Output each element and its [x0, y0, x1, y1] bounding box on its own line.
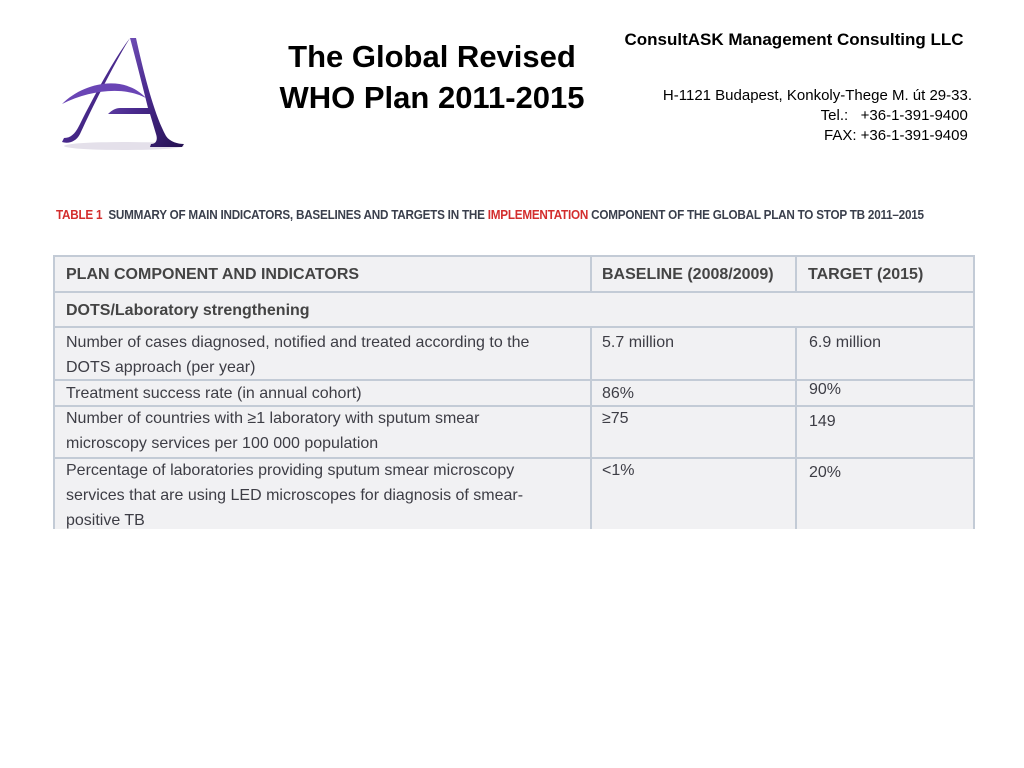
indicator-line: Percentage of laboratories providing spu…: [66, 462, 515, 479]
table-cell-baseline: 5.7 million: [602, 334, 675, 351]
table-caption-highlight: IMPLEMENTATION: [487, 208, 589, 222]
indicator-line: Number of cases diagnosed, notified and …: [66, 334, 530, 351]
table-cell-baseline: ≥75: [602, 410, 629, 427]
indicator-line: positive TB: [66, 512, 145, 529]
table-cell-target: 90%: [809, 381, 842, 398]
section-heading: DOTS/Laboratory strengthening: [66, 302, 310, 319]
company-name: ConsultASK Management Consulting LLC: [624, 30, 964, 49]
indicators-table: PLAN COMPONENT AND INDICATORS BASELINE (…: [53, 255, 975, 529]
title-line-2: WHO Plan 2011-2015: [279, 80, 585, 115]
indicator-line: microscopy services per 100 000 populati…: [66, 435, 379, 452]
table-cell-target: 20%: [809, 464, 842, 481]
table-caption-label: TABLE 1: [56, 208, 103, 222]
table-cell-target: 149: [809, 413, 836, 430]
table-row-indicator: Number of cases diagnosed, notified and …: [66, 330, 586, 380]
column-header-baseline: BASELINE (2008/2009): [602, 266, 774, 283]
company-logo: [62, 38, 184, 150]
indicator-line: Number of countries with ≥1 laboratory w…: [66, 410, 480, 427]
indicator-line: services that are using LED microscopes …: [66, 487, 524, 504]
table-row-indicator: Number of countries with ≥1 laboratory w…: [66, 406, 586, 456]
table-caption: TABLE 1 SUMMARY OF MAIN INDICATORS, BASE…: [56, 208, 924, 222]
column-header-indicator: PLAN COMPONENT AND INDICATORS: [66, 266, 360, 283]
indicator-line: DOTS approach (per year): [66, 359, 256, 376]
company-contact: H-1121 Budapest, Konkoly-Thege M. út 29-…: [612, 86, 972, 146]
table-caption-text-end: COMPONENT OF THE GLOBAL PLAN TO STOP TB …: [591, 208, 924, 222]
table-cell-baseline: 86%: [602, 385, 635, 402]
table-row-indicator: Treatment success rate (in annual cohort…: [66, 381, 586, 406]
company-tel: Tel.: +36-1-391-9400: [820, 107, 972, 124]
company-fax: FAX: +36-1-391-9409: [823, 127, 972, 144]
table-cell-target: 6.9 million: [809, 334, 882, 351]
table-row-indicator: Percentage of laboratories providing spu…: [66, 458, 586, 529]
column-header-target: TARGET (2015): [808, 266, 924, 283]
table-cell-baseline: <1%: [602, 462, 635, 479]
indicator-line: Treatment success rate (in annual cohort…: [66, 385, 362, 402]
page-title: The Global Revised WHO Plan 2011-2015: [252, 36, 612, 118]
table-caption-text: SUMMARY OF MAIN INDICATORS, BASELINES AN…: [108, 208, 485, 222]
company-address: H-1121 Budapest, Konkoly-Thege M. út 29-…: [662, 87, 972, 104]
title-line-1: The Global Revised: [288, 39, 576, 74]
